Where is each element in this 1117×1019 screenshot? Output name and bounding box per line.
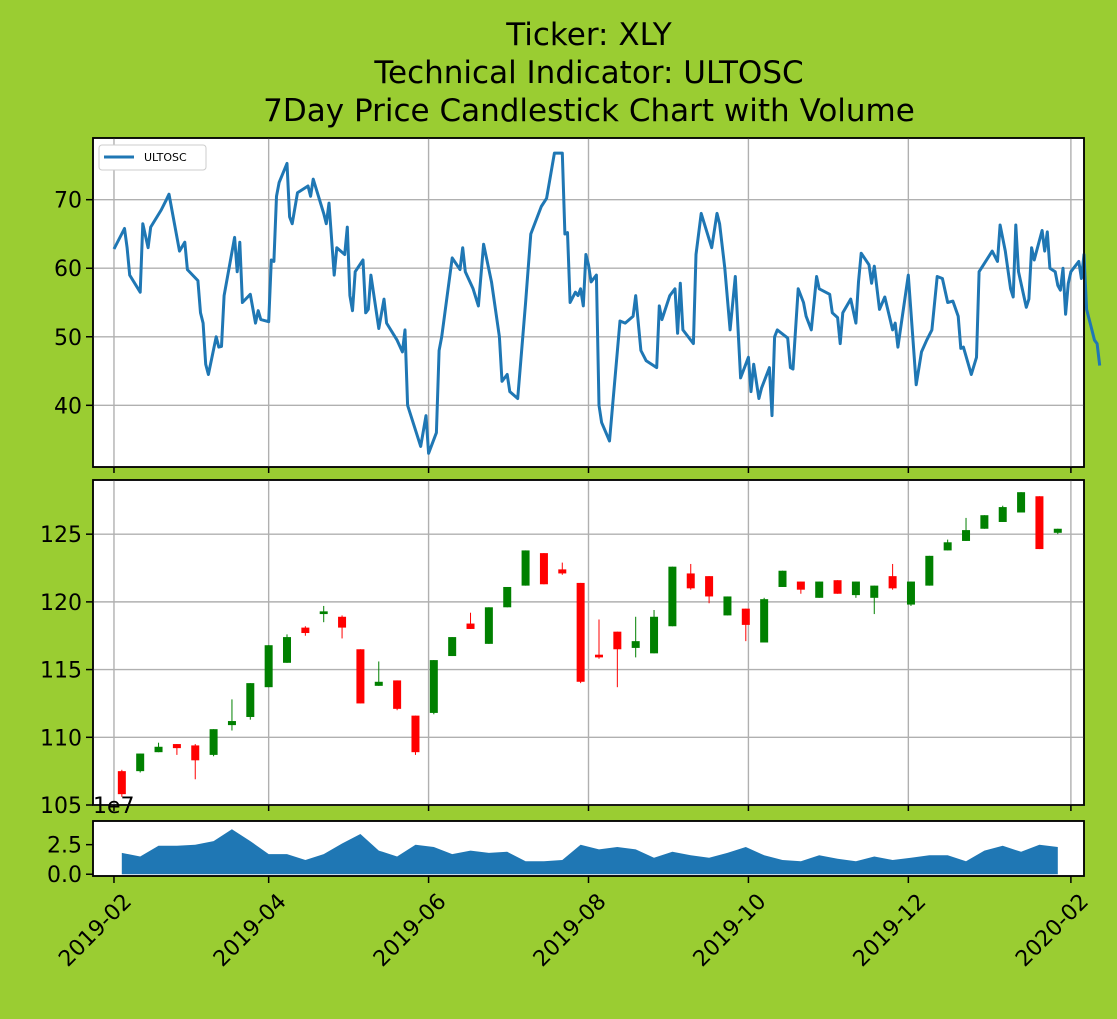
legend-label: ULTOSC bbox=[144, 151, 187, 164]
chart-title-line-3: 7Day Price Candlestick Chart with Volume bbox=[263, 93, 915, 129]
candle-body bbox=[980, 515, 989, 529]
x-tick-label: 2019-06 bbox=[369, 889, 452, 972]
indicator-ytick-label: 70 bbox=[54, 189, 82, 214]
candle-body bbox=[1017, 492, 1026, 513]
candle-body bbox=[613, 631, 622, 650]
price-ytick-label: 105 bbox=[40, 794, 82, 819]
candle-body bbox=[264, 645, 273, 688]
candle-body bbox=[338, 616, 347, 628]
candle-body bbox=[503, 586, 512, 608]
candle-body bbox=[594, 654, 603, 658]
candle-body bbox=[191, 745, 200, 761]
candle-body bbox=[117, 771, 126, 795]
candle-body bbox=[411, 715, 420, 753]
volume-area bbox=[121, 829, 1058, 875]
candle-body bbox=[650, 616, 659, 654]
candle-body bbox=[668, 566, 677, 627]
candle-body bbox=[723, 596, 732, 616]
x-tick-label: 2019-12 bbox=[849, 889, 932, 972]
candle-body bbox=[962, 530, 971, 541]
candle-body bbox=[851, 581, 860, 596]
candle-body bbox=[484, 607, 493, 644]
indicator-panel: 40 50 60 70 ULTOSC bbox=[54, 137, 1102, 473]
indicator-ytick-label: 40 bbox=[54, 394, 82, 419]
price-ytick-label: 115 bbox=[40, 659, 82, 684]
candle-body bbox=[539, 553, 548, 585]
indicator-ytick-label: 50 bbox=[54, 326, 82, 351]
candle-body bbox=[925, 555, 934, 586]
candle-body bbox=[356, 649, 365, 704]
x-tick-label: 2019-08 bbox=[529, 889, 612, 972]
candle-body bbox=[172, 744, 181, 749]
candle-body bbox=[246, 683, 255, 717]
candle-body bbox=[760, 599, 769, 643]
candle-body bbox=[448, 637, 457, 657]
candle-body bbox=[136, 753, 145, 772]
candle-body bbox=[686, 573, 695, 589]
price-panel: 105 110 115 120 125 bbox=[40, 479, 1085, 819]
candle-body bbox=[796, 581, 805, 590]
chart-title-line-1: Ticker: XLY bbox=[505, 17, 671, 53]
candle-body bbox=[576, 582, 585, 682]
candle-body bbox=[870, 585, 879, 598]
candle-body bbox=[888, 576, 897, 589]
volume-panel: 0.02.5 bbox=[47, 820, 1085, 888]
candle-body bbox=[778, 570, 787, 587]
x-tick-label: 2019-02 bbox=[54, 889, 137, 972]
candle-body bbox=[521, 550, 530, 586]
candle-body bbox=[558, 569, 567, 574]
candle-body bbox=[631, 641, 640, 648]
candle-body bbox=[209, 729, 218, 755]
price-ytick-label: 120 bbox=[40, 591, 82, 616]
volume-ytick-label: 2.5 bbox=[47, 834, 82, 859]
candle-body bbox=[319, 611, 328, 615]
candle-body bbox=[1035, 496, 1044, 550]
price-ytick-label: 110 bbox=[40, 726, 82, 751]
x-tick-label: 2020-02 bbox=[1011, 889, 1094, 972]
candle-body bbox=[283, 637, 292, 663]
candle-body bbox=[1053, 528, 1062, 533]
candle-body bbox=[815, 581, 824, 598]
candle-body bbox=[466, 623, 475, 629]
candle-body bbox=[393, 680, 402, 709]
candle-body bbox=[943, 542, 952, 551]
candle-body bbox=[301, 627, 310, 634]
candle-body bbox=[906, 581, 915, 605]
x-tick-label: 2019-10 bbox=[689, 889, 772, 972]
legend-box bbox=[98, 144, 207, 171]
candle-body bbox=[705, 576, 714, 597]
candle-body bbox=[227, 721, 236, 726]
x-tick-label: 2019-04 bbox=[209, 889, 292, 972]
volume-ytick-label: 0.0 bbox=[47, 863, 82, 888]
candle-body bbox=[741, 608, 750, 625]
indicator-ytick-label: 60 bbox=[54, 257, 82, 282]
candle-body bbox=[154, 746, 163, 753]
chart-title-line-2: Technical Indicator: ULTOSC bbox=[373, 55, 803, 91]
candle-body bbox=[833, 580, 842, 594]
candle-body bbox=[998, 507, 1007, 522]
candle-body bbox=[374, 681, 383, 686]
ultosc-line bbox=[112, 151, 1102, 455]
x-axis: 2019-02 2019-04 2019-06 2019-08 2019-10 2019-… bbox=[54, 876, 1094, 972]
volume-offset-label: 1e7 bbox=[93, 794, 135, 819]
candle-body bbox=[429, 660, 438, 713]
price-ytick-label: 125 bbox=[40, 523, 82, 548]
